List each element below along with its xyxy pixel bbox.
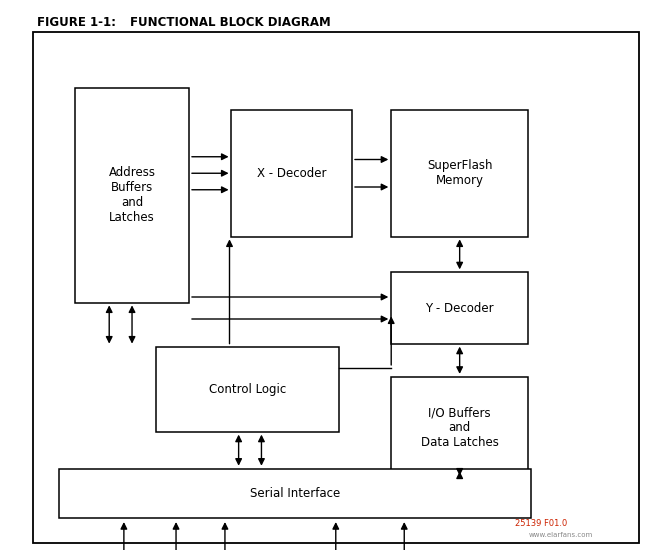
Bar	[75, 88, 189, 302]
Text: Control Logic: Control Logic	[209, 383, 286, 395]
Text: SuperFlash
Memory: SuperFlash Memory	[427, 160, 492, 187]
Text: www.elarfans.com: www.elarfans.com	[529, 532, 593, 538]
Bar	[231, 110, 352, 236]
Bar	[391, 272, 528, 344]
Text: I/O Buffers
and
Data Latches: I/O Buffers and Data Latches	[421, 406, 499, 449]
Bar	[59, 469, 531, 518]
Text: X - Decoder: X - Decoder	[257, 167, 327, 180]
Bar	[391, 377, 528, 478]
Text: Serial Interface: Serial Interface	[250, 487, 340, 500]
Text: Address
Buffers
and
Latches: Address Buffers and Latches	[108, 166, 156, 224]
Text: FUNCTIONAL BLOCK DIAGRAM: FUNCTIONAL BLOCK DIAGRAM	[130, 15, 331, 29]
Text: Y - Decoder: Y - Decoder	[425, 301, 494, 315]
Bar	[156, 346, 339, 432]
Text: FIGURE 1-1:: FIGURE 1-1:	[37, 15, 116, 29]
Text: 25139 F01.0: 25139 F01.0	[515, 519, 567, 528]
Bar	[391, 110, 528, 236]
